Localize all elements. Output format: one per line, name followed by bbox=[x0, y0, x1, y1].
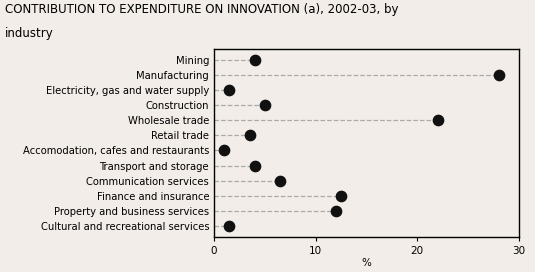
Point bbox=[225, 224, 234, 228]
Point bbox=[494, 73, 503, 77]
Point bbox=[261, 103, 269, 107]
Point bbox=[433, 118, 442, 122]
Point bbox=[276, 178, 285, 183]
Point bbox=[250, 57, 259, 62]
Point bbox=[332, 209, 340, 213]
Text: CONTRIBUTION TO EXPENDITURE ON INNOVATION (a), 2002-03, by: CONTRIBUTION TO EXPENDITURE ON INNOVATIO… bbox=[5, 3, 399, 16]
Point bbox=[245, 133, 254, 137]
Point bbox=[337, 194, 346, 198]
Point bbox=[220, 148, 228, 153]
X-axis label: %: % bbox=[362, 258, 371, 268]
Text: industry: industry bbox=[5, 27, 54, 40]
Point bbox=[225, 88, 234, 92]
Point bbox=[250, 163, 259, 168]
